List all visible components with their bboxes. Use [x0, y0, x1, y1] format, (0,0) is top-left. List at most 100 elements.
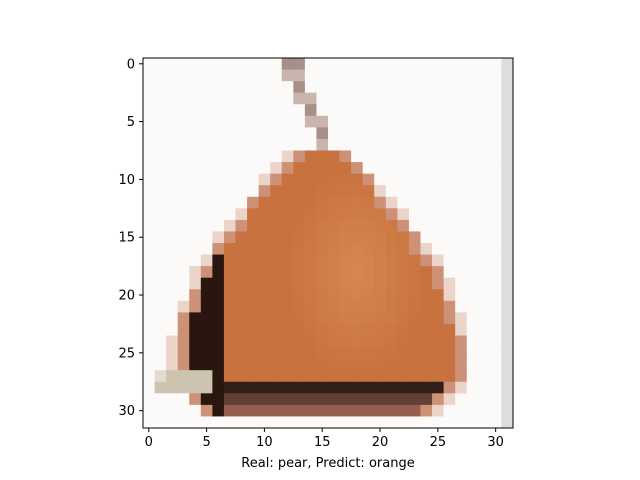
image-pixel	[259, 416, 271, 428]
image-pixel	[282, 127, 294, 139]
image-pixel	[501, 116, 513, 128]
image-pixel	[386, 58, 398, 70]
image-pixel	[201, 208, 213, 220]
image-pixel	[166, 301, 178, 313]
image-pixel	[166, 243, 178, 255]
image-pixel	[166, 312, 178, 324]
image-pixel	[340, 162, 352, 174]
image-pixel	[166, 278, 178, 290]
image-pixel	[478, 93, 490, 105]
image-pixel	[374, 139, 386, 151]
image-pixel	[363, 405, 375, 417]
image-pixel	[270, 312, 282, 324]
image-pixel	[155, 278, 167, 290]
image-pixel	[166, 347, 178, 359]
image-pixel	[305, 278, 317, 290]
image-pixel	[386, 347, 398, 359]
image-pixel	[421, 104, 433, 116]
image-pixel	[236, 336, 248, 348]
image-pixel	[270, 289, 282, 301]
image-pixel	[189, 231, 201, 243]
image-pixel	[374, 359, 386, 371]
image-pixel	[189, 336, 201, 348]
image-pixel	[478, 278, 490, 290]
image-pixel	[386, 93, 398, 105]
image-pixel	[189, 324, 201, 336]
image-pixel	[316, 255, 328, 267]
image-pixel	[316, 243, 328, 255]
image-pixel	[386, 197, 398, 209]
image-pixel	[444, 162, 456, 174]
image-pixel	[363, 255, 375, 267]
image-pixel	[340, 127, 352, 139]
image-pixel	[189, 312, 201, 324]
image-pixel	[421, 139, 433, 151]
y-tick-label: 30	[118, 404, 135, 419]
image-pixel	[166, 416, 178, 428]
image-pixel	[305, 324, 317, 336]
image-pixel	[409, 162, 421, 174]
image-pixel	[397, 289, 409, 301]
image-pixel	[259, 301, 271, 313]
image-pixel	[212, 266, 224, 278]
image-pixel	[432, 116, 444, 128]
image-pixel	[421, 312, 433, 324]
image-pixel	[247, 197, 259, 209]
image-pixel	[455, 416, 467, 428]
image-pixel	[455, 104, 467, 116]
image-pixel	[421, 70, 433, 82]
image-pixel	[282, 324, 294, 336]
image-pixel	[478, 301, 490, 313]
image-pixel	[316, 347, 328, 359]
image-pixel	[212, 70, 224, 82]
image-pixel	[224, 174, 236, 186]
image-pixel	[212, 370, 224, 382]
image-pixel	[143, 370, 155, 382]
image-pixel	[374, 393, 386, 405]
image-pixel	[189, 220, 201, 232]
image-pixel	[363, 336, 375, 348]
image-pixel	[166, 104, 178, 116]
image-pixel	[178, 151, 190, 163]
image-pixel	[259, 336, 271, 348]
image-pixel	[270, 93, 282, 105]
image-pixel	[501, 70, 513, 82]
image-pixel	[189, 416, 201, 428]
image-pixel	[328, 312, 340, 324]
image-pixel	[478, 416, 490, 428]
image-pixel	[444, 139, 456, 151]
image-pixel	[178, 243, 190, 255]
image-pixel	[328, 266, 340, 278]
image-pixel	[328, 197, 340, 209]
image-pixel	[201, 324, 213, 336]
image-pixel	[189, 185, 201, 197]
image-pixel	[316, 324, 328, 336]
image-pixel	[397, 58, 409, 70]
image-pixel	[155, 393, 167, 405]
image-pixel	[189, 70, 201, 82]
image-pixel	[247, 324, 259, 336]
image-pixel	[467, 370, 479, 382]
image-pixel	[259, 81, 271, 93]
image-pixel	[155, 220, 167, 232]
image-pixel	[397, 104, 409, 116]
image-pixel	[351, 405, 363, 417]
image-pixel	[490, 116, 502, 128]
image-pixel	[386, 278, 398, 290]
image-pixel	[501, 312, 513, 324]
image-pixel	[455, 162, 467, 174]
image-pixel	[421, 243, 433, 255]
image-pixel	[340, 301, 352, 313]
image-pixel	[444, 347, 456, 359]
image-pixel	[328, 243, 340, 255]
image-pixel	[293, 370, 305, 382]
image-pixel	[282, 139, 294, 151]
image-pixel	[432, 139, 444, 151]
image-pixel	[467, 197, 479, 209]
image-pixel	[409, 185, 421, 197]
image-pixel	[201, 185, 213, 197]
image-pixel	[467, 255, 479, 267]
image-pixel	[293, 312, 305, 324]
image-pixel	[467, 127, 479, 139]
image-pixel	[189, 104, 201, 116]
